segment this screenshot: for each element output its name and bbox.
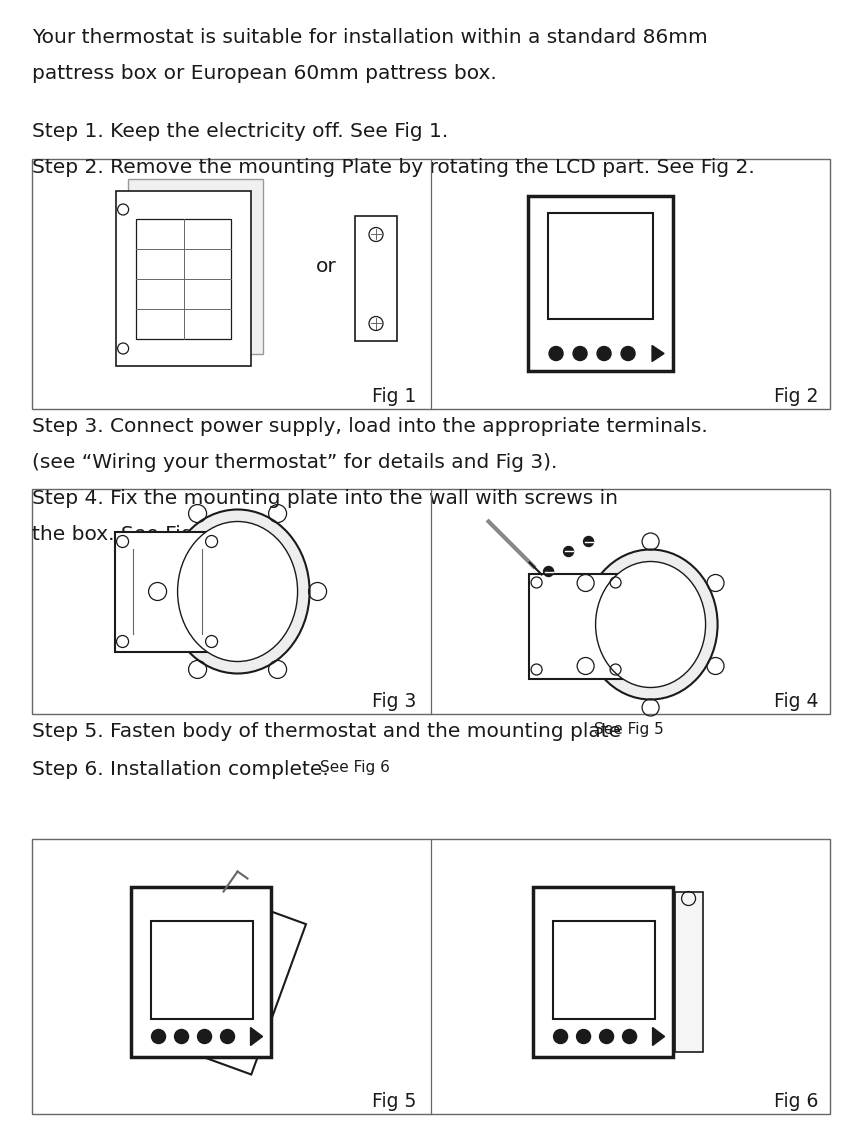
Text: the box. See Fig 4.: the box. See Fig 4. <box>32 525 219 545</box>
Text: pattress box or European 60mm pattress box.: pattress box or European 60mm pattress b… <box>32 64 496 84</box>
Circle shape <box>197 1030 211 1043</box>
Bar <box>532 887 672 1057</box>
Bar <box>151 921 252 1018</box>
Text: Step 6. Installation complete.: Step 6. Installation complete. <box>32 760 328 779</box>
Ellipse shape <box>583 549 716 699</box>
Text: Fig 2: Fig 2 <box>772 387 817 406</box>
Bar <box>136 219 231 339</box>
Bar <box>128 180 263 355</box>
Text: Step 2. Remove the mounting Plate by rotating the LCD part. See Fig 2.: Step 2. Remove the mounting Plate by rot… <box>32 158 754 177</box>
Text: Your thermostat is suitable for installation within a standard 86mm: Your thermostat is suitable for installa… <box>32 27 707 47</box>
Text: See Fig 5: See Fig 5 <box>593 722 663 737</box>
Bar <box>355 216 397 342</box>
Ellipse shape <box>177 522 297 661</box>
Circle shape <box>220 1030 234 1043</box>
Bar <box>528 197 672 372</box>
Text: Fig 4: Fig 4 <box>772 692 817 712</box>
Circle shape <box>573 347 586 360</box>
Bar <box>548 214 653 318</box>
Circle shape <box>599 1030 613 1043</box>
Bar <box>32 159 829 410</box>
Text: (see “Wiring your thermostat” for details and Fig 3).: (see “Wiring your thermostat” for detail… <box>32 453 557 472</box>
Text: Fig 1: Fig 1 <box>371 387 416 406</box>
Text: Step 5. Fasten body of thermostat and the mounting plate: Step 5. Fasten body of thermostat and th… <box>32 722 621 741</box>
Bar <box>674 891 702 1051</box>
Circle shape <box>622 1030 635 1043</box>
Text: Step 4. Fix the mounting plate into the wall with screws in: Step 4. Fix the mounting plate into the … <box>32 488 617 508</box>
Text: Fig 5: Fig 5 <box>371 1093 416 1111</box>
Bar <box>552 921 653 1018</box>
Polygon shape <box>651 345 663 362</box>
Text: or: or <box>315 257 336 277</box>
Ellipse shape <box>165 509 309 674</box>
Bar <box>32 839 829 1114</box>
Bar <box>130 887 270 1057</box>
Text: Step 3. Connect power supply, load into the appropriate terminals.: Step 3. Connect power supply, load into … <box>32 418 707 436</box>
Circle shape <box>152 1030 165 1043</box>
Circle shape <box>576 1030 590 1043</box>
Bar <box>171 895 306 1074</box>
Bar <box>115 532 220 651</box>
Circle shape <box>597 347 610 360</box>
Ellipse shape <box>595 562 705 688</box>
Polygon shape <box>652 1027 664 1046</box>
Circle shape <box>583 537 593 547</box>
Circle shape <box>174 1030 189 1043</box>
Circle shape <box>563 547 573 556</box>
Circle shape <box>553 1030 567 1043</box>
Circle shape <box>543 566 553 577</box>
Text: See Fig 6: See Fig 6 <box>319 760 389 774</box>
Text: Fig 3: Fig 3 <box>371 692 416 712</box>
Text: Fig 6: Fig 6 <box>772 1093 817 1111</box>
Bar <box>116 191 251 366</box>
Circle shape <box>620 347 635 360</box>
Circle shape <box>548 347 562 360</box>
Polygon shape <box>251 1027 263 1046</box>
Bar <box>528 573 623 678</box>
Bar <box>32 488 829 714</box>
Text: Step 1. Keep the electricity off. See Fig 1.: Step 1. Keep the electricity off. See Fi… <box>32 122 448 141</box>
